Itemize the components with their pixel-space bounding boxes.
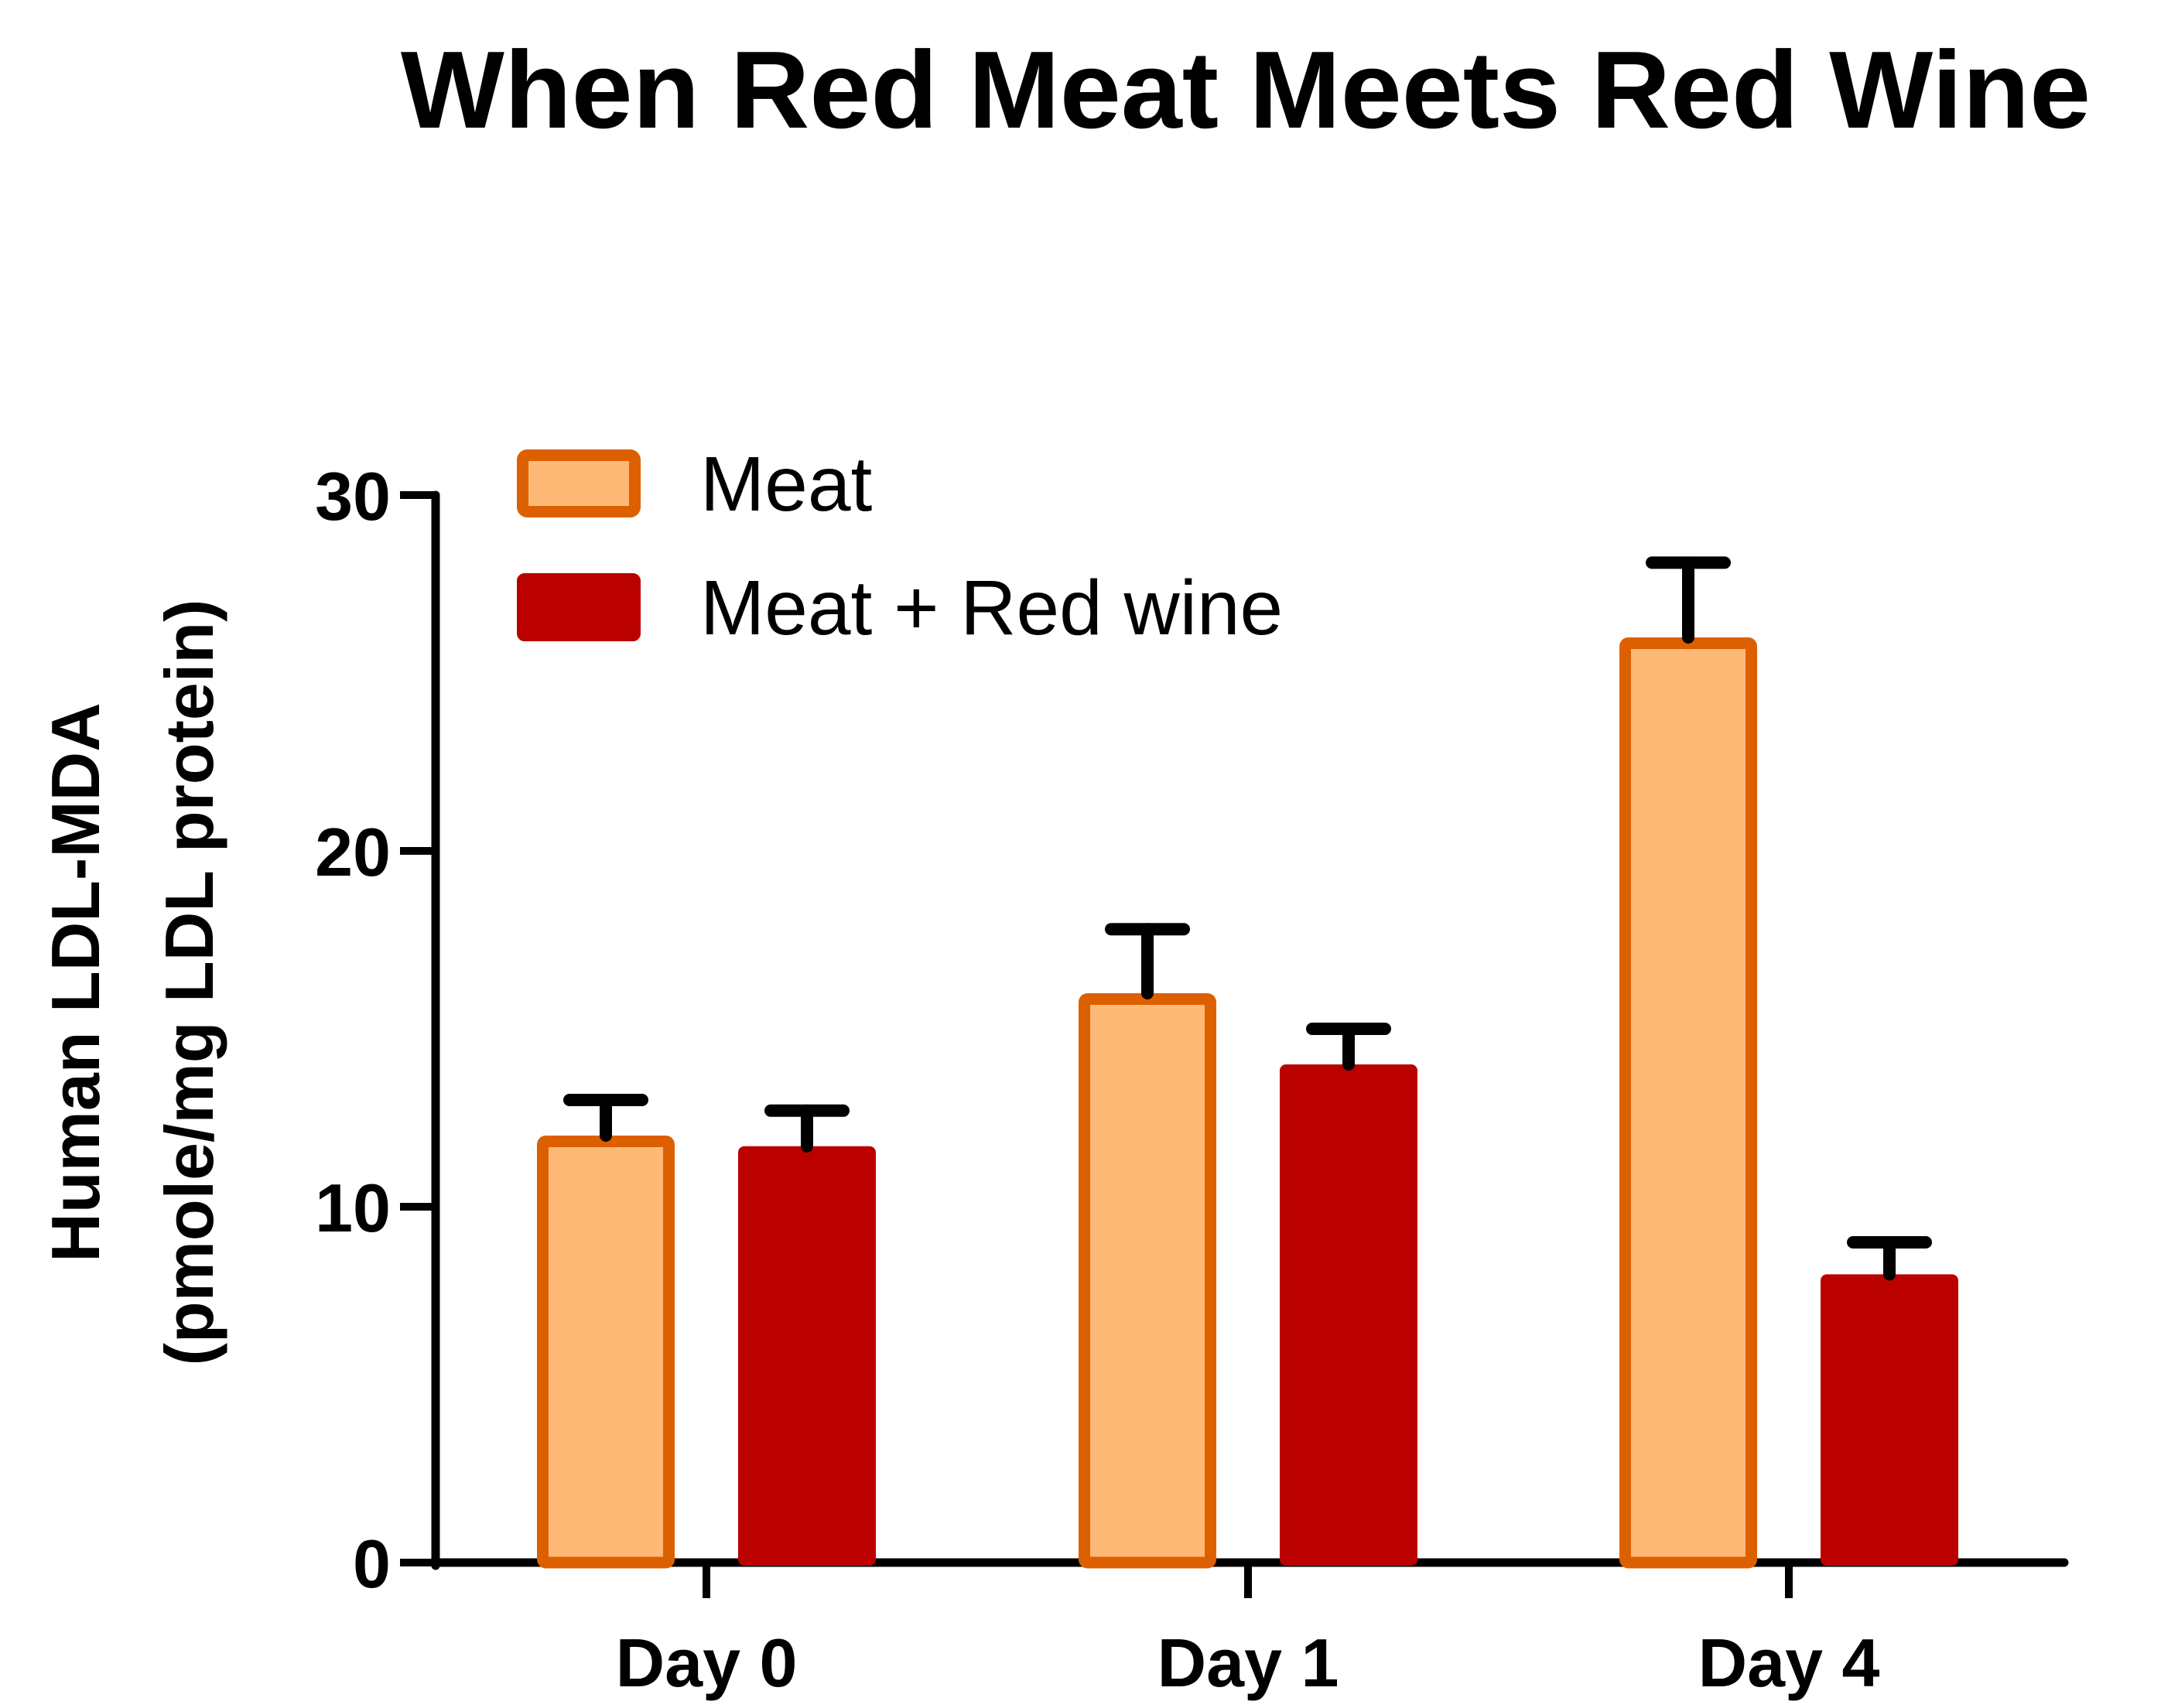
y-tick-label: 30 bbox=[315, 458, 391, 535]
x-tick-label: Day 1 bbox=[1157, 1624, 1339, 1701]
y-axis-label-line-1: Human LDL-MDA bbox=[37, 702, 114, 1262]
bar-meat bbox=[537, 1136, 675, 1569]
bar-meat-red-wine bbox=[1280, 1064, 1417, 1566]
legend-swatch-meat bbox=[517, 449, 641, 518]
legend-label: Meat + Red wine bbox=[700, 565, 1283, 651]
y-tick-label: 20 bbox=[315, 814, 391, 890]
y-tick-label: 10 bbox=[315, 1170, 391, 1246]
bars bbox=[537, 637, 1958, 1569]
bar-meat bbox=[1619, 637, 1757, 1569]
y-axis-ticks: 0 10 20 30 bbox=[315, 458, 436, 1602]
x-axis-ticks: Day 0 Day 1 Day 4 bbox=[616, 1563, 1880, 1701]
legend-label: Meat bbox=[700, 441, 873, 528]
y-tick-label: 0 bbox=[353, 1525, 391, 1602]
bar-meat-red-wine bbox=[1821, 1274, 1958, 1566]
x-tick-label: Day 0 bbox=[616, 1624, 798, 1701]
legend: Meat Meat + Red wine bbox=[517, 441, 1283, 651]
chart-title: When Red Meat Meets Red Wine bbox=[401, 29, 2091, 152]
error-bars bbox=[563, 556, 1932, 1281]
bar-meat-red-wine bbox=[738, 1146, 876, 1566]
legend-swatch-meat-red-wine bbox=[517, 573, 641, 641]
axes bbox=[428, 490, 2069, 1570]
bar-meat bbox=[1079, 993, 1216, 1569]
y-axis-label-line-2: (pmole/mg LDL protein) bbox=[151, 600, 227, 1366]
x-tick-label: Day 4 bbox=[1698, 1624, 1880, 1701]
y-axis-label: Human LDL-MDA (pmole/mg LDL protein) bbox=[37, 600, 227, 1366]
